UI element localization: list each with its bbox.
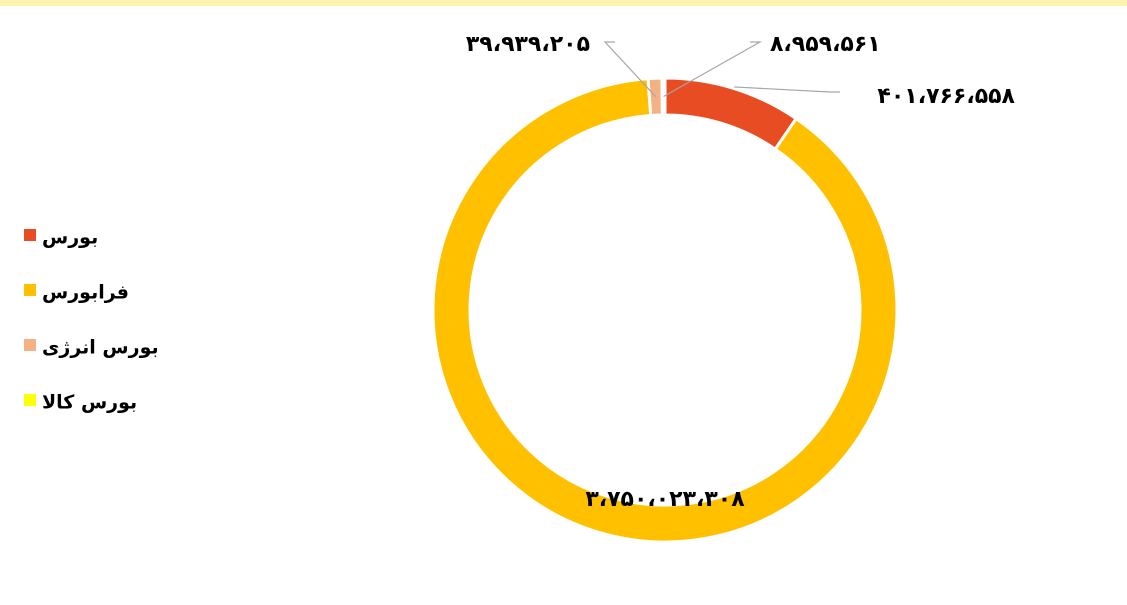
- top-border: [0, 0, 1127, 6]
- data-label: ۴۰۱،۷۶۶،۵۵۸: [877, 84, 1015, 109]
- donut-slice: [431, 77, 899, 544]
- legend-label: بورس انرژی: [42, 337, 159, 359]
- legend-swatch: [24, 229, 36, 241]
- data-label: ۳،۷۵۰،۰۲۳،۳۰۸: [585, 487, 745, 512]
- data-label: ۳۹،۹۳۹،۲۰۵: [466, 32, 590, 57]
- leader-line: [603, 41, 657, 98]
- legend-label: بورس: [42, 227, 98, 249]
- legend-label: بورس کالا: [42, 392, 137, 414]
- leader-line: [663, 41, 763, 98]
- legend-swatch: [24, 394, 36, 406]
- data-label: ۸،۹۵۹،۵۶۱: [770, 32, 881, 57]
- legend-label: فرابورس: [42, 282, 129, 304]
- donut-slice: [660, 76, 667, 117]
- legend-swatch: [24, 284, 36, 296]
- leader-line: [734, 86, 840, 93]
- legend-swatch: [24, 339, 36, 351]
